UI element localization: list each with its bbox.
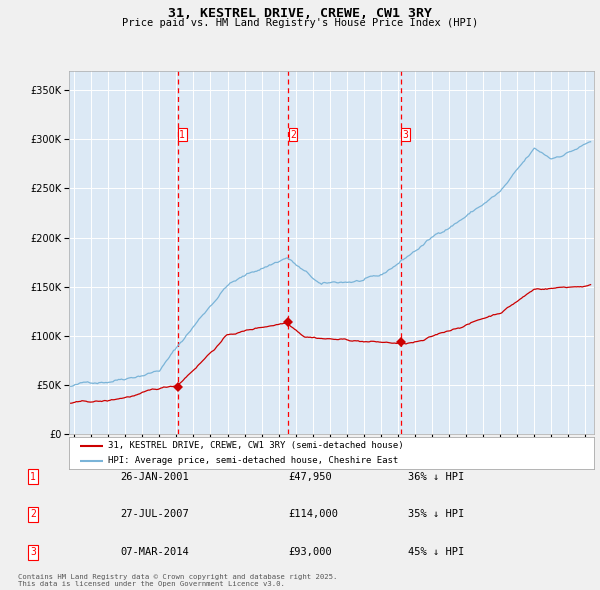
Text: Price paid vs. HM Land Registry's House Price Index (HPI): Price paid vs. HM Land Registry's House … [122,18,478,28]
Text: 36% ↓ HPI: 36% ↓ HPI [408,472,464,481]
Text: 07-MAR-2014: 07-MAR-2014 [120,548,189,557]
Text: 3: 3 [30,548,36,557]
Text: 45% ↓ HPI: 45% ↓ HPI [408,548,464,557]
Text: HPI: Average price, semi-detached house, Cheshire East: HPI: Average price, semi-detached house,… [109,457,398,466]
Text: 35% ↓ HPI: 35% ↓ HPI [408,510,464,519]
Text: 2: 2 [30,510,36,519]
Text: 27-JUL-2007: 27-JUL-2007 [120,510,189,519]
Text: 31, KESTREL DRIVE, CREWE, CW1 3RY: 31, KESTREL DRIVE, CREWE, CW1 3RY [168,7,432,20]
Text: 31, KESTREL DRIVE, CREWE, CW1 3RY (semi-detached house): 31, KESTREL DRIVE, CREWE, CW1 3RY (semi-… [109,441,404,450]
Text: £114,000: £114,000 [288,510,338,519]
Text: £93,000: £93,000 [288,548,332,557]
Text: 1: 1 [30,472,36,481]
Text: 3: 3 [403,130,409,140]
Text: 1: 1 [179,130,185,140]
Text: Contains HM Land Registry data © Crown copyright and database right 2025.
This d: Contains HM Land Registry data © Crown c… [18,574,337,587]
Text: £47,950: £47,950 [288,472,332,481]
Text: 2: 2 [290,130,296,140]
Text: 26-JAN-2001: 26-JAN-2001 [120,472,189,481]
